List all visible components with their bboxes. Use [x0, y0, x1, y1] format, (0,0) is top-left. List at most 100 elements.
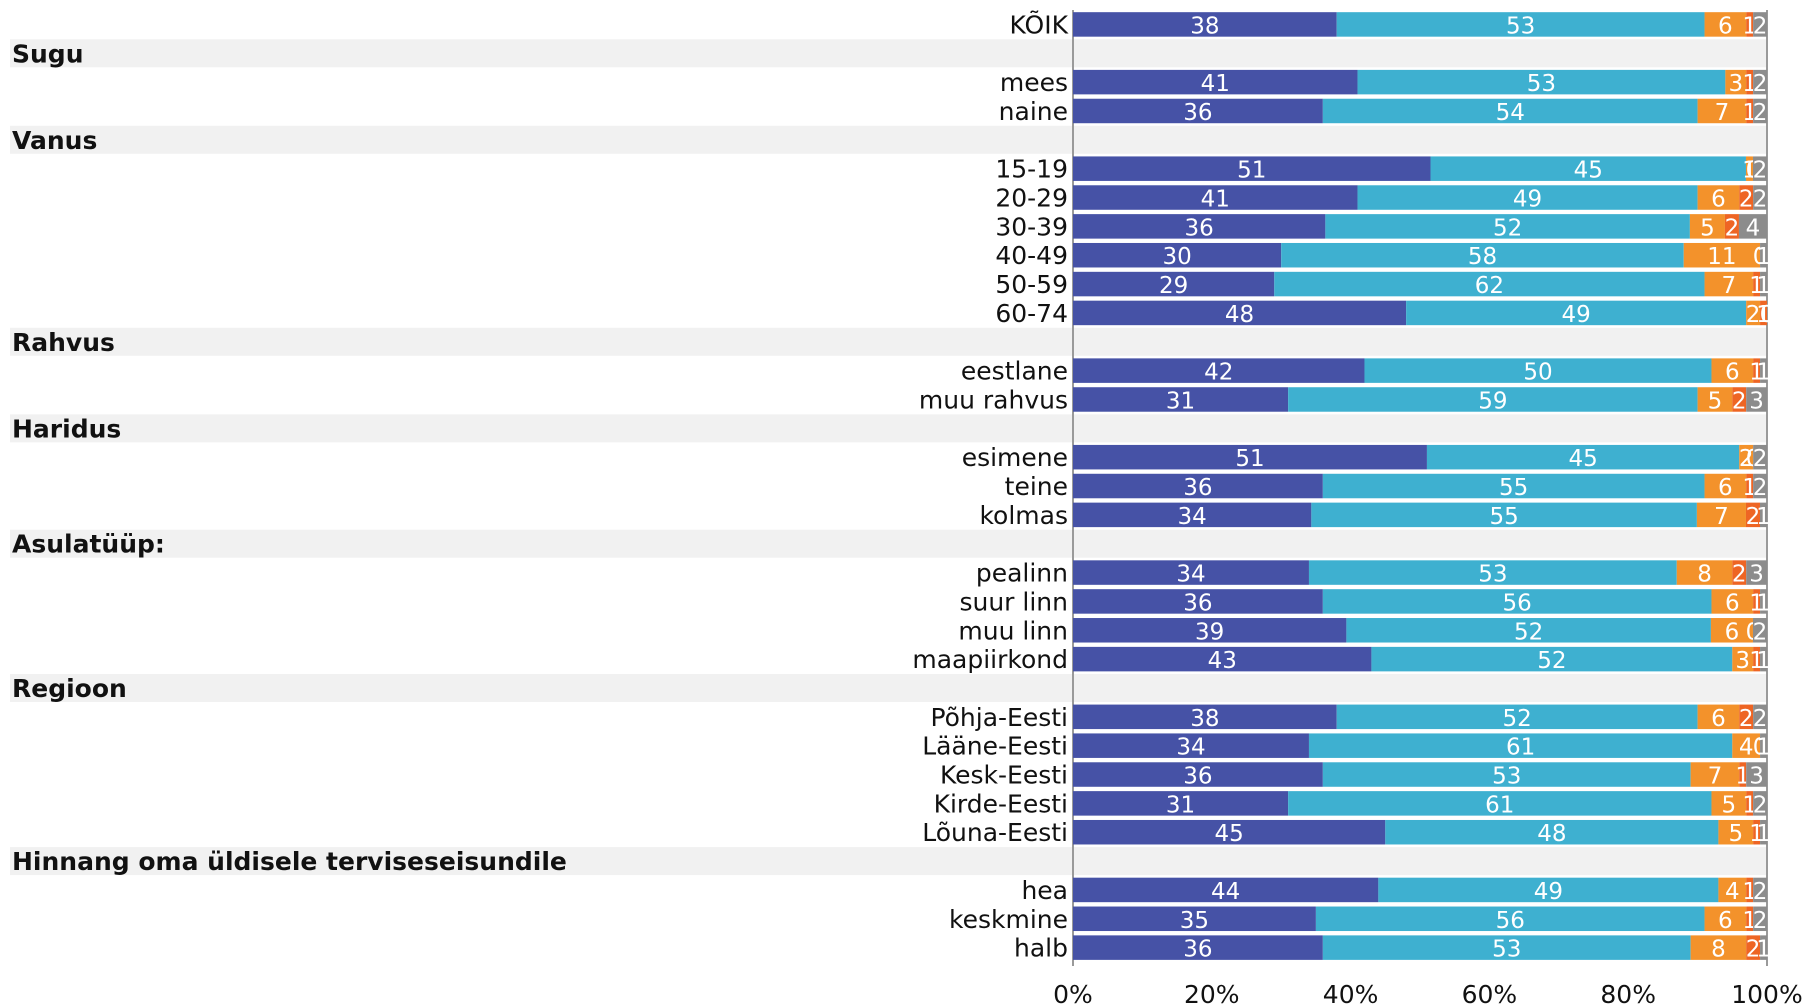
bar-value-label: 6 — [1725, 590, 1740, 616]
bar-value-label: 43 — [1208, 648, 1237, 674]
group-label: Haridus — [12, 414, 121, 443]
bar-value-label: 3 — [1749, 562, 1764, 588]
bar-segment — [1753, 877, 1767, 903]
row-label: Kesk-Eesti — [940, 761, 1068, 790]
bar-segment — [1732, 646, 1754, 672]
bar-segment — [1073, 704, 1337, 730]
bar-value-label: 1 — [1756, 504, 1771, 530]
bar-value-label: 49 — [1513, 187, 1542, 213]
bar-segment — [1073, 618, 1347, 643]
row-label: 40-49 — [995, 241, 1068, 270]
bar-segment — [1760, 242, 1767, 268]
bar-value-label: 1 — [1756, 937, 1771, 963]
bar-segment — [1346, 618, 1711, 643]
bar-segment — [1746, 762, 1767, 787]
bar-value-label: 2 — [1732, 388, 1747, 414]
bar-segment — [1732, 733, 1761, 758]
bar-segment — [1697, 185, 1740, 210]
bar-value-label: 56 — [1496, 908, 1525, 934]
bar-segment — [1732, 387, 1747, 412]
bar-segment — [1760, 935, 1767, 960]
bar-value-label: 2 — [1753, 475, 1768, 501]
bar-value-label: 3 — [1735, 648, 1750, 674]
x-tick-label: 0% — [1053, 980, 1093, 1007]
bar-segment — [1073, 560, 1309, 585]
bar-segment — [1322, 762, 1691, 787]
bar-segment — [1753, 473, 1767, 499]
x-tick-label: 60% — [1462, 980, 1518, 1007]
bar-segment — [1753, 98, 1767, 124]
bar-segment — [1311, 502, 1697, 528]
bar-segment — [1746, 791, 1754, 816]
bar-segment — [1676, 560, 1733, 585]
bar-segment — [1697, 704, 1740, 730]
bar-segment — [1753, 12, 1767, 37]
bar-value-label: 7 — [1715, 100, 1730, 126]
group-label: Rahvus — [12, 328, 115, 357]
bar-value-label: 2 — [1753, 879, 1768, 905]
bar-value-label: 2 — [1739, 187, 1754, 213]
row-label: halb — [1014, 934, 1068, 963]
bar-segment — [1724, 214, 1739, 239]
bar-value-label: 7 — [1708, 764, 1723, 790]
bar-value-label: 36 — [1183, 764, 1212, 790]
bar-value-label: 6 — [1725, 619, 1740, 645]
row-label: muu linn — [958, 616, 1068, 645]
group-band — [10, 529, 1767, 558]
bar-segment — [1371, 646, 1733, 672]
bar-value-label: 49 — [1534, 879, 1563, 905]
bar-segment — [1745, 502, 1760, 528]
x-tick-label: 40% — [1323, 980, 1379, 1007]
bar-segment — [1760, 646, 1767, 672]
bar-value-label: 4 — [1739, 735, 1754, 761]
bar-segment — [1073, 791, 1289, 816]
bar-segment — [1406, 300, 1747, 326]
bar-segment — [1073, 358, 1365, 383]
bar-value-label: 2 — [1739, 706, 1754, 732]
row-label: naine — [999, 97, 1068, 126]
bar-segment — [1288, 387, 1698, 412]
bar-segment — [1357, 185, 1698, 210]
bar-segment — [1711, 358, 1754, 383]
bar-value-label: 2 — [1732, 562, 1747, 588]
bar-value-label: 49 — [1562, 302, 1591, 328]
bar-segment — [1760, 300, 1767, 326]
bar-segment — [1073, 98, 1323, 124]
bar-segment — [1073, 300, 1407, 326]
bar-value-label: 61 — [1506, 735, 1535, 761]
bar-value-label: 2 — [1753, 100, 1768, 126]
bar-value-label: 36 — [1183, 100, 1212, 126]
bar-value-label: 38 — [1190, 13, 1219, 39]
row-label: Kirde-Eesti — [934, 789, 1068, 818]
bar-segment — [1760, 589, 1767, 614]
bar-value-label: 2 — [1753, 619, 1768, 645]
bar-segment — [1745, 156, 1753, 181]
bar-value-label: 36 — [1183, 937, 1212, 963]
bar-segment — [1753, 704, 1767, 730]
bar-segment — [1704, 906, 1747, 932]
row-label: eestlane — [961, 357, 1068, 386]
bar-value-label: 5 — [1722, 792, 1737, 818]
bar-value-label: 53 — [1492, 764, 1521, 790]
bar-value-label: 29 — [1159, 273, 1188, 299]
bar-value-label: 2 — [1753, 706, 1768, 732]
bar-segment — [1753, 358, 1761, 383]
bar-value-label: 6 — [1711, 706, 1726, 732]
bar-value-label: 2 — [1753, 792, 1768, 818]
bar-value-label: 56 — [1503, 590, 1532, 616]
group-label: Sugu — [12, 39, 84, 68]
bar-segment — [1073, 12, 1337, 37]
bar-value-label: 1 — [1756, 244, 1771, 270]
group-band — [10, 39, 1767, 68]
bar-value-label: 34 — [1176, 562, 1205, 588]
bar-segment — [1753, 646, 1761, 672]
bar-value-label: 7 — [1722, 273, 1737, 299]
row-label: hea — [1021, 876, 1068, 905]
bar-value-label: 7 — [1714, 504, 1729, 530]
bar-value-label: 54 — [1496, 100, 1525, 126]
bar-value-label: 61 — [1485, 792, 1514, 818]
bar-value-label: 45 — [1568, 446, 1597, 472]
row-label: 60-74 — [995, 299, 1068, 328]
